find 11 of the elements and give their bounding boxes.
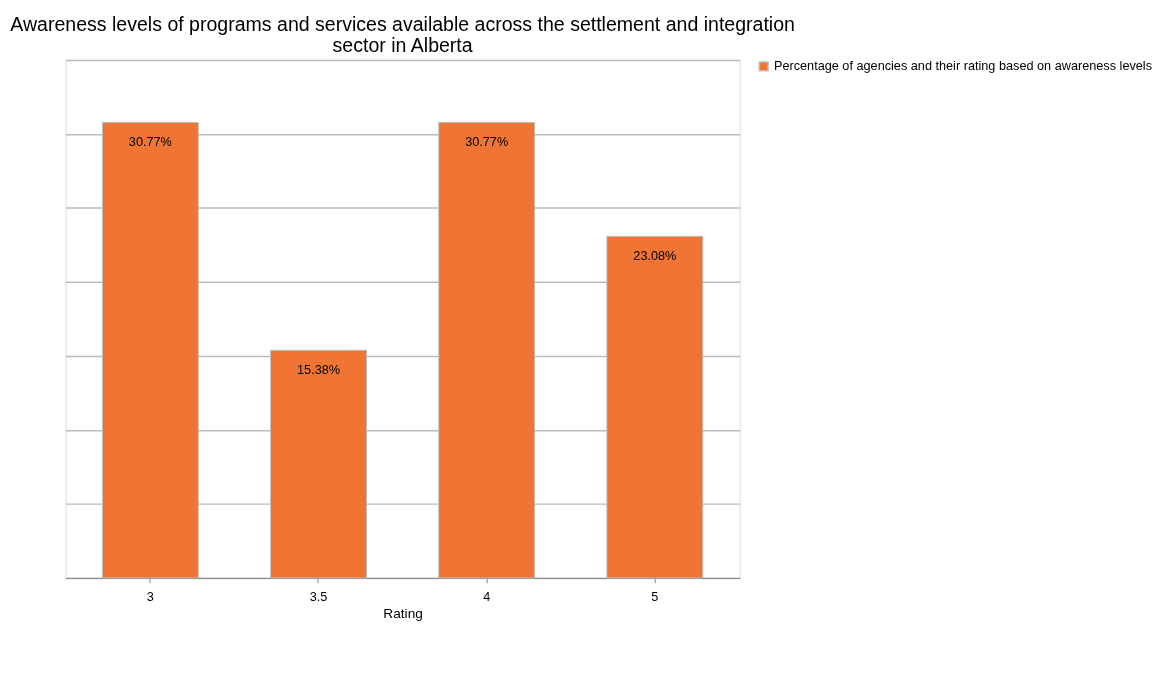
data-label: 30.77% (128, 135, 172, 150)
legend-label: Percentage of agencies and their rating based on awareness levels (773, 59, 1153, 74)
x-axis-title: Rating (383, 606, 423, 622)
chart-title: Awareness levels of programs and services available across the settlement and integration sector in Alberta (10, 12, 795, 57)
data-label: 23.08% (633, 248, 677, 263)
data-label: 30.77% (465, 135, 509, 150)
data-label: 15.38% (297, 362, 341, 377)
x-tick-label: 5 (651, 589, 659, 604)
x-tick-label: 4 (483, 589, 491, 604)
x-tick-label: 3 (146, 589, 154, 604)
x-tick-label: 3.5 (309, 589, 328, 604)
